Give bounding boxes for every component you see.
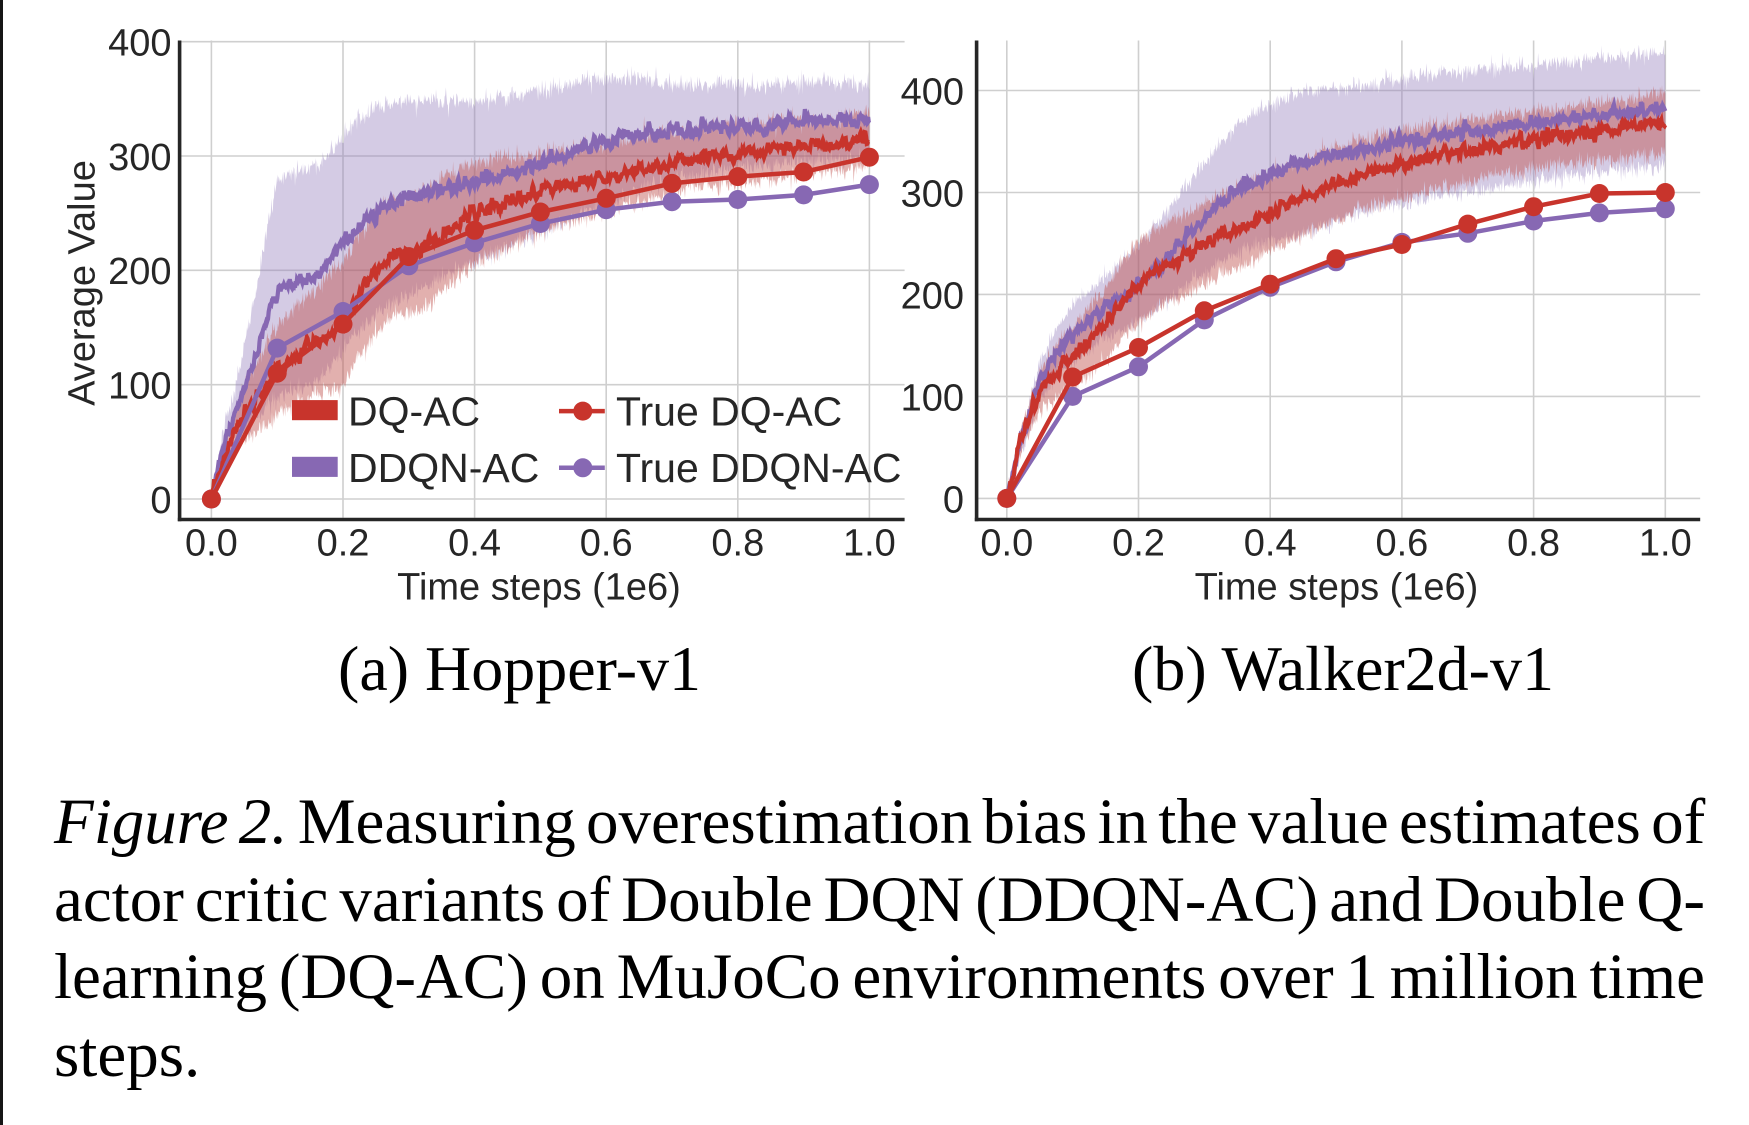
- svg-text:1.0: 1.0: [843, 523, 896, 565]
- svg-text:0.0: 0.0: [185, 523, 238, 565]
- svg-text:0: 0: [150, 480, 171, 522]
- svg-text:0.2: 0.2: [1112, 523, 1165, 565]
- svg-text:Average Value: Average Value: [62, 160, 104, 406]
- svg-text:200: 200: [901, 275, 964, 317]
- svg-text:0.4: 0.4: [448, 523, 501, 565]
- svg-text:0: 0: [943, 479, 964, 521]
- svg-text:Time steps (1e6): Time steps (1e6): [1195, 567, 1479, 609]
- svg-text:400: 400: [901, 71, 964, 113]
- svg-text:DQ-AC: DQ-AC: [348, 389, 480, 435]
- svg-text:300: 300: [108, 137, 171, 179]
- svg-text:DDQN-AC: DDQN-AC: [348, 445, 539, 491]
- svg-text:300: 300: [901, 173, 964, 215]
- svg-text:0.8: 0.8: [1507, 523, 1560, 565]
- svg-text:True DDQN-AC: True DDQN-AC: [616, 445, 902, 491]
- svg-text:Time steps (1e6): Time steps (1e6): [397, 567, 681, 609]
- svg-text:400: 400: [108, 23, 171, 65]
- svg-text:0.0: 0.0: [980, 523, 1033, 565]
- svg-text:100: 100: [901, 377, 964, 419]
- svg-text:0.6: 0.6: [580, 523, 633, 565]
- svg-text:200: 200: [108, 251, 171, 293]
- svg-text:True DQ-AC: True DQ-AC: [616, 389, 842, 435]
- svg-text:1.0: 1.0: [1639, 523, 1692, 565]
- svg-text:100: 100: [108, 366, 171, 408]
- svg-text:0.6: 0.6: [1375, 523, 1428, 565]
- svg-text:0.2: 0.2: [317, 523, 370, 565]
- svg-text:0.4: 0.4: [1244, 523, 1297, 565]
- svg-text:0.8: 0.8: [711, 523, 764, 565]
